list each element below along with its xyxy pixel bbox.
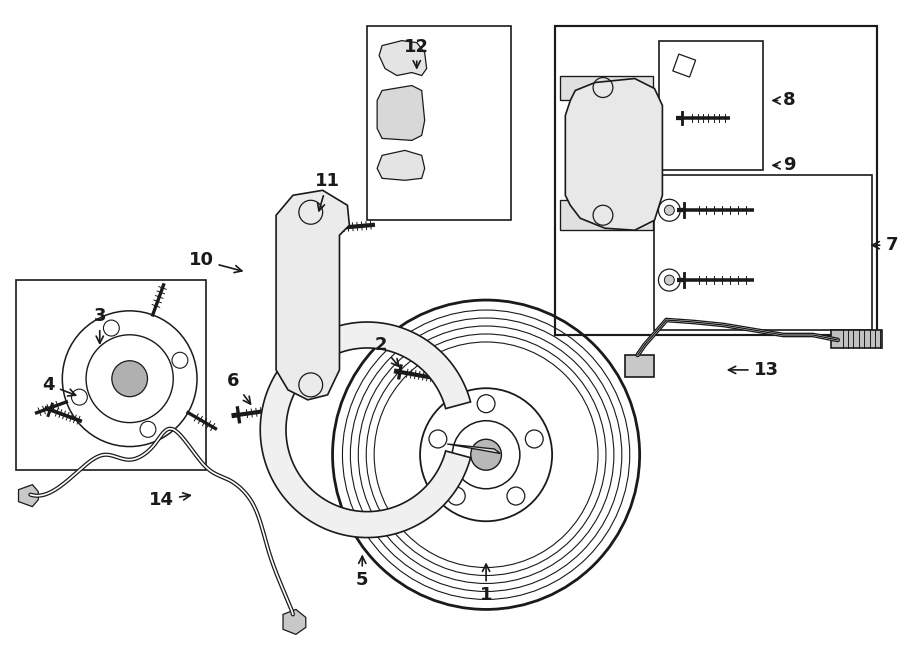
Circle shape <box>471 440 501 470</box>
Text: 11: 11 <box>315 173 340 211</box>
Text: 3: 3 <box>94 307 106 343</box>
Bar <box>625 355 654 377</box>
Text: 1: 1 <box>480 564 492 604</box>
Polygon shape <box>447 444 500 453</box>
Polygon shape <box>276 190 349 400</box>
Text: 14: 14 <box>149 490 190 509</box>
Text: 7: 7 <box>872 236 898 254</box>
Text: 10: 10 <box>189 251 242 272</box>
Bar <box>654 175 872 330</box>
Circle shape <box>664 275 674 285</box>
Text: 13: 13 <box>728 361 778 379</box>
Polygon shape <box>260 322 471 537</box>
Text: 5: 5 <box>356 556 368 590</box>
Bar <box>831 330 882 348</box>
Bar <box>15 280 206 470</box>
Polygon shape <box>561 200 652 230</box>
Bar <box>555 26 878 335</box>
Bar <box>367 26 511 220</box>
Text: 12: 12 <box>404 38 429 68</box>
Text: 8: 8 <box>773 91 796 110</box>
Polygon shape <box>19 485 39 506</box>
Polygon shape <box>561 75 652 100</box>
Text: 6: 6 <box>227 372 250 404</box>
Text: 4: 4 <box>42 376 76 396</box>
Circle shape <box>112 361 148 397</box>
Polygon shape <box>377 151 425 180</box>
Bar <box>660 40 763 171</box>
Text: 9: 9 <box>773 157 796 175</box>
Polygon shape <box>283 609 306 635</box>
Circle shape <box>664 206 674 215</box>
Polygon shape <box>565 79 662 230</box>
Polygon shape <box>379 40 427 75</box>
Text: 2: 2 <box>374 336 399 366</box>
Polygon shape <box>377 85 425 140</box>
